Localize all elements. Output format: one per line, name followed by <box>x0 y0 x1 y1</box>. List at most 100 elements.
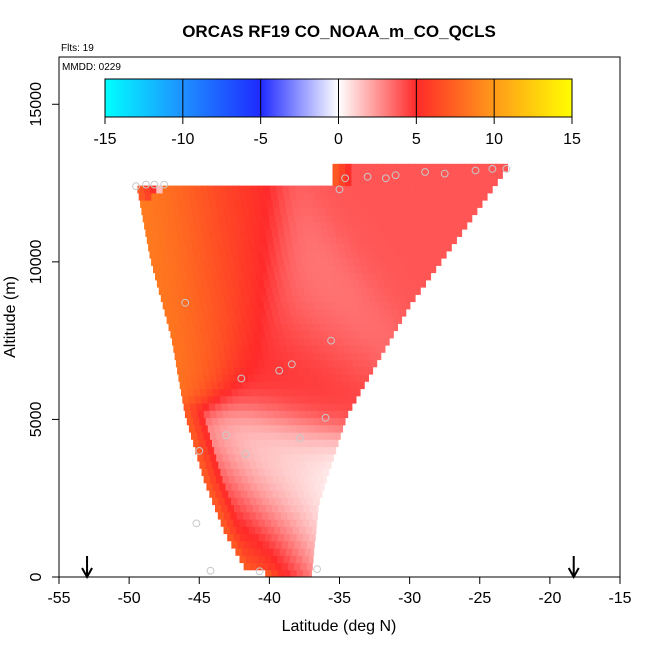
heatmap-cell <box>338 417 346 426</box>
heatmap-cell <box>348 200 356 208</box>
heatmap-cell <box>465 178 472 187</box>
heatmap-cell <box>206 323 214 332</box>
heatmap-cell <box>219 221 227 230</box>
heatmap-cell <box>490 171 498 179</box>
heatmap-cell <box>314 395 322 404</box>
heatmap-cell <box>295 279 303 288</box>
heatmap-cell <box>220 359 227 368</box>
heatmap-cell <box>314 359 322 368</box>
heatmap-cell <box>309 533 316 542</box>
heatmap-cell <box>360 287 368 295</box>
heatmap-cell <box>194 185 202 194</box>
heatmap-cell <box>255 345 263 353</box>
heatmap-cell <box>294 562 301 571</box>
heatmap-cell <box>245 519 253 527</box>
heatmap-cell <box>279 337 287 346</box>
heatmap-cell <box>329 453 334 462</box>
data-point <box>142 180 150 189</box>
heatmap-cell <box>274 511 282 520</box>
heatmap-cell <box>242 345 250 353</box>
heatmap-cell <box>389 171 397 179</box>
heatmap-cell <box>162 301 170 310</box>
heatmap-cell <box>346 258 354 266</box>
heatmap-cell <box>233 258 240 266</box>
heatmap-cell <box>254 432 261 440</box>
heatmap-cell <box>373 200 381 208</box>
heatmap-cell <box>216 265 223 274</box>
heatmap-cell <box>427 185 435 194</box>
heatmap-cell <box>365 192 373 201</box>
heatmap-cell <box>231 250 239 259</box>
heatmap-cell <box>181 185 189 194</box>
heatmap-cell <box>291 236 299 245</box>
heatmap-cell <box>290 504 298 513</box>
heatmap-cell <box>297 403 305 411</box>
heatmap-cell <box>226 424 234 433</box>
heatmap-cell <box>369 243 376 252</box>
heatmap-cell <box>300 388 308 397</box>
heatmap-cell <box>370 171 378 179</box>
heatmap-cell <box>251 359 259 368</box>
heatmap-cell <box>207 279 215 288</box>
heatmap-cell <box>197 432 205 440</box>
heatmap-cell <box>358 301 366 310</box>
heatmap-cell <box>178 236 186 245</box>
heatmap-cell <box>322 308 330 317</box>
latitude-arrow <box>81 556 93 580</box>
heatmap-cell <box>291 337 299 346</box>
heatmap-cell <box>268 511 276 520</box>
heatmap-cell <box>373 337 381 346</box>
heatmap-cell <box>338 214 346 223</box>
heatmap-cell <box>283 395 291 404</box>
heatmap-cell <box>238 482 245 491</box>
heatmap-cell <box>312 381 320 390</box>
heatmap-cell <box>269 352 277 361</box>
heatmap-cell <box>212 352 220 361</box>
heatmap-cell <box>340 395 347 404</box>
heatmap-cell <box>171 200 179 208</box>
heatmap-cell <box>302 533 310 542</box>
heatmap-cell <box>324 294 332 303</box>
heatmap-cell <box>420 163 428 172</box>
heatmap-cell <box>230 461 238 469</box>
heatmap-cell <box>214 424 221 433</box>
heatmap-cell <box>318 316 325 324</box>
heatmap-cell <box>198 207 206 216</box>
heatmap-cell <box>203 200 211 208</box>
heatmap-cell <box>479 192 487 201</box>
heatmap-cell <box>390 258 398 266</box>
heatmap-cell <box>209 475 217 484</box>
heatmap-cell <box>356 381 364 390</box>
heatmap-cell <box>313 482 321 491</box>
heatmap-cell <box>176 330 184 339</box>
heatmap-cell <box>212 323 220 332</box>
heatmap-cell <box>281 272 289 281</box>
heatmap-cell <box>309 519 316 527</box>
heatmap-cell <box>231 352 239 361</box>
heatmap-cell <box>271 258 278 266</box>
heatmap-cell <box>375 272 383 281</box>
heatmap-cell <box>259 229 266 237</box>
heatmap-cell <box>182 279 189 288</box>
heatmap-cell <box>408 185 416 194</box>
heatmap-cell <box>268 439 276 448</box>
heatmap-cell <box>352 359 360 368</box>
heatmap-cell <box>295 185 302 194</box>
heatmap-cell <box>253 403 260 411</box>
heatmap-cell <box>175 221 183 230</box>
colorbar-tick-label: 0 <box>334 131 343 148</box>
heatmap-cell <box>300 417 308 426</box>
heatmap-cell <box>251 221 259 230</box>
chart-title: ORCAS RF19 CO_NOAA_m_CO_QCLS <box>182 22 496 41</box>
heatmap-cell <box>256 439 264 448</box>
heatmap-cell <box>237 461 245 469</box>
heatmap-cell <box>241 236 249 245</box>
heatmap-cell <box>181 250 188 259</box>
heatmap-cell <box>256 482 264 491</box>
heatmap-cell <box>418 236 426 245</box>
heatmap-cell <box>266 432 274 440</box>
heatmap-cell <box>232 395 240 404</box>
heatmap-cell <box>219 185 227 194</box>
heatmap-cell <box>232 279 240 288</box>
heatmap-cell <box>408 301 411 310</box>
